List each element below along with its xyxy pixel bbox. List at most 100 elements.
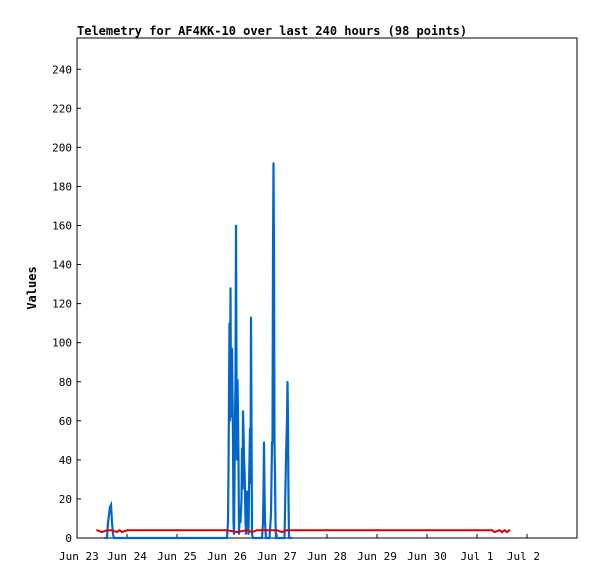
- data-point: [476, 529, 478, 532]
- data-point: [274, 521, 277, 524]
- y-tick-label: 200: [52, 141, 72, 154]
- data-point: [106, 529, 108, 532]
- data-point: [103, 537, 106, 539]
- y-tick-label: 220: [52, 102, 72, 115]
- data-point: [508, 529, 511, 532]
- data-point: [261, 529, 263, 532]
- data-point: [234, 419, 236, 422]
- data-point: [109, 505, 111, 508]
- data-point: [228, 394, 230, 397]
- data-point: [243, 457, 245, 459]
- series-line: [96, 528, 511, 534]
- data-point: [263, 441, 265, 444]
- data-point: [244, 490, 246, 492]
- x-tick-label: Jun 26: [207, 550, 247, 563]
- data-point: [291, 537, 293, 539]
- data-point: [251, 533, 253, 535]
- data-point: [227, 521, 229, 524]
- data-point: [252, 537, 254, 539]
- chart-title: Telemetry for AF4KK-10 over last 240 hou…: [77, 24, 467, 38]
- data-point: [101, 531, 103, 533]
- data-point: [235, 224, 237, 227]
- data-point: [229, 287, 232, 289]
- data-point: [249, 427, 251, 430]
- data-point: [286, 418, 288, 420]
- y-tick-label: 20: [59, 493, 72, 506]
- y-tick-label: 40: [59, 454, 72, 467]
- data-point: [491, 529, 493, 532]
- data-point: [226, 529, 228, 532]
- y-tick-label: 100: [52, 337, 72, 350]
- series-layer: [96, 162, 511, 540]
- data-point: [264, 521, 266, 524]
- data-point: [241, 447, 243, 450]
- data-point: [239, 505, 241, 508]
- data-point: [273, 443, 276, 446]
- data-point: [107, 521, 109, 524]
- data-point: [230, 416, 232, 418]
- data-point: [232, 521, 235, 524]
- data-point: [503, 529, 506, 532]
- x-tick-label: Jun 25: [157, 550, 197, 563]
- data-point: [236, 378, 239, 381]
- data-point: [263, 490, 266, 492]
- data-point: [266, 529, 268, 532]
- data-point: [227, 468, 230, 471]
- data-point: [498, 529, 501, 532]
- data-point: [506, 531, 508, 533]
- data-point: [106, 537, 108, 539]
- data-point: [273, 255, 275, 258]
- plot-area: [76, 37, 578, 539]
- data-point: [281, 531, 283, 533]
- data-point: [261, 537, 263, 539]
- data-point: [245, 533, 247, 535]
- data-point: [276, 529, 278, 532]
- data-point: [287, 419, 289, 422]
- data-point: [246, 521, 249, 524]
- data-point: [247, 505, 249, 508]
- data-point: [376, 529, 378, 532]
- y-tick-label: 140: [52, 259, 72, 272]
- data-point: [283, 537, 286, 539]
- data-point: [126, 529, 128, 532]
- x-tick-label: Jul 1: [460, 550, 493, 563]
- data-point: [111, 521, 113, 524]
- data-point: [265, 537, 267, 539]
- x-tick-label: Jun 28: [307, 550, 347, 563]
- data-point: [246, 529, 248, 532]
- data-point: [493, 531, 496, 533]
- data-point: [121, 531, 123, 533]
- data-point: [286, 529, 288, 532]
- data-point: [233, 533, 235, 535]
- data-point: [287, 498, 290, 500]
- data-point: [247, 533, 250, 535]
- y-axis: 0 20 40 60 80 100 120 140 160 180 200 220 240: [52, 63, 81, 545]
- data-point: [244, 521, 247, 524]
- data-point: [242, 410, 244, 412]
- x-axis: Jun 23 Jun 24 Jun 25 Jun 26 Jun 27 Jun 28 Jun …: [59, 534, 540, 563]
- y-tick-label: 80: [59, 376, 72, 389]
- data-point: [243, 468, 246, 471]
- data-point: [288, 537, 290, 539]
- data-point: [240, 498, 243, 500]
- data-point: [176, 529, 178, 532]
- data-point: [226, 537, 228, 539]
- data-point: [250, 427, 253, 430]
- data-point: [116, 531, 118, 533]
- data-point: [272, 253, 274, 256]
- data-point: [262, 521, 264, 524]
- data-point: [268, 537, 271, 539]
- x-tick-label: Jun 27: [257, 550, 297, 563]
- x-tick-label: Jul 2: [507, 550, 540, 563]
- data-point: [275, 537, 277, 539]
- data-point: [229, 419, 231, 422]
- data-point: [236, 459, 238, 461]
- data-point: [238, 533, 240, 535]
- y-tick-label: 240: [52, 63, 72, 76]
- data-point: [250, 316, 252, 319]
- y-tick-label: 120: [52, 298, 72, 311]
- data-point: [233, 482, 236, 485]
- data-point: [246, 490, 248, 492]
- data-point: [201, 529, 203, 532]
